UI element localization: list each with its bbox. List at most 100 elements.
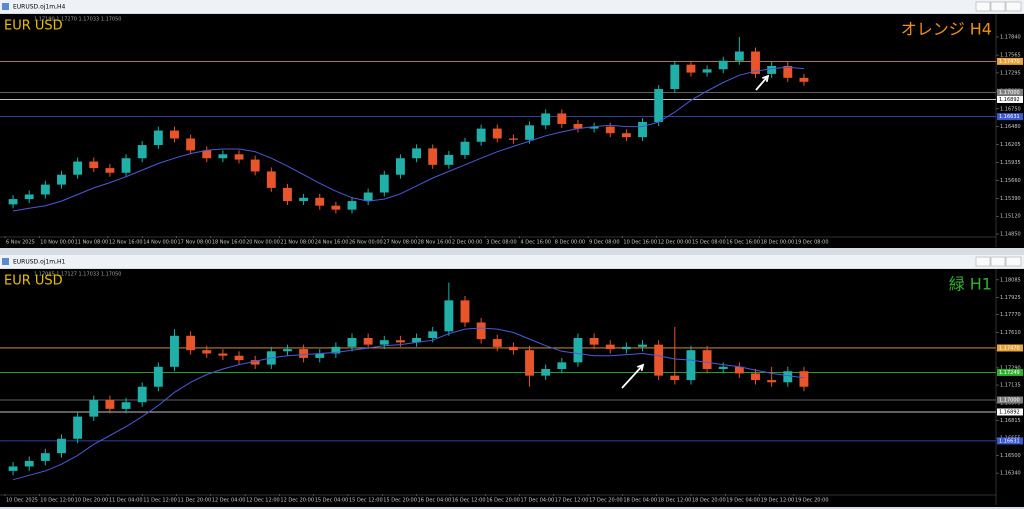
y-tick-label: 1.15390 <box>1000 196 1021 202</box>
y-tick-label: 1.15660 <box>1000 178 1021 184</box>
maximize-button[interactable] <box>990 256 1006 267</box>
x-tick-label: 20 Nov 00:00 <box>246 240 280 246</box>
x-tick-label: 11 Dec 04:00 <box>109 498 143 504</box>
x-tick-label: 4 Dec 16:00 <box>521 240 551 246</box>
price-level-box <box>997 368 1023 376</box>
price-level-label: 1.17249 <box>999 370 1020 376</box>
candle-body <box>218 353 228 356</box>
candle-body <box>686 350 696 381</box>
price-level-label: 1.16631 <box>999 438 1020 444</box>
y-tick-label: 1.17925 <box>1000 295 1021 301</box>
window-controls[interactable] <box>975 256 1022 267</box>
candle-body <box>638 344 647 347</box>
candle-body <box>718 366 728 370</box>
window-title: EURUSD.oj1m,H1 <box>13 259 65 266</box>
candle-body <box>266 171 276 188</box>
x-tick-label: 15 Dec 08:00 <box>692 240 726 246</box>
x-tick-label: 3 Dec 08:00 <box>486 240 516 246</box>
candle-body <box>638 121 647 138</box>
candle-body <box>57 438 66 454</box>
x-tick-label: 26 Nov 00:00 <box>349 240 383 246</box>
candle-body <box>379 174 389 193</box>
timeframe-label: オレンジ H4 <box>901 20 992 39</box>
candle-body <box>460 300 470 323</box>
candle-body <box>525 125 534 140</box>
candle-body <box>670 375 680 381</box>
candle-body <box>250 159 260 172</box>
candle-body <box>186 335 196 351</box>
candle-body <box>428 148 438 165</box>
close-button[interactable] <box>1005 256 1022 267</box>
x-tick-label: 10 Nov 00:00 <box>40 240 74 246</box>
candle-body <box>557 113 567 124</box>
candle-body <box>621 346 631 350</box>
y-tick-label: 1.16340 <box>1000 471 1021 477</box>
candle-body <box>573 123 583 129</box>
candle-body <box>283 349 292 352</box>
candle-body <box>283 187 292 202</box>
candle-body <box>589 126 599 129</box>
x-tick-label: 6 Nov 2025 <box>6 240 35 246</box>
candle-body <box>783 371 793 383</box>
y-tick-label: 1.15935 <box>1000 160 1021 166</box>
y-tick-label: 1.16205 <box>1000 142 1021 148</box>
candle-body <box>315 353 325 358</box>
symbol-label: EUR USD <box>4 274 63 289</box>
price-level-label: 1.17000 <box>999 398 1020 404</box>
candle-body <box>153 130 163 146</box>
candle-body <box>395 158 405 175</box>
candle-body <box>476 128 486 142</box>
window-controls[interactable] <box>975 1 1022 12</box>
candle-body <box>218 154 228 159</box>
candle-body <box>137 386 147 403</box>
candle-body <box>799 371 809 387</box>
price-level-label: 1.16892 <box>999 409 1020 415</box>
candle-body <box>702 350 712 370</box>
x-tick-label: 18 Dec 12:00 <box>658 498 692 504</box>
x-tick-label: 17 Dec 20:00 <box>589 498 623 504</box>
minimize-button[interactable] <box>975 1 991 12</box>
price-level-box <box>997 396 1023 404</box>
candle-body <box>751 373 760 381</box>
close-button[interactable] <box>1005 1 1022 12</box>
price-level-box <box>997 88 1023 96</box>
x-tick-label: 17 Dec 04:00 <box>521 498 555 504</box>
candle-body <box>40 453 50 461</box>
candle-body <box>363 337 373 345</box>
candle-body <box>395 340 405 343</box>
x-tick-label: 14 Nov 00:00 <box>143 240 177 246</box>
minimize-button[interactable] <box>975 256 991 267</box>
y-tick-label: 1.14850 <box>1000 232 1021 238</box>
candle-body <box>718 60 728 70</box>
x-tick-label: 2 Dec 00:00 <box>452 240 482 246</box>
y-tick-label: 1.18085 <box>1000 277 1021 283</box>
candle-body <box>8 466 18 471</box>
candle-body <box>347 201 357 210</box>
candle-body <box>234 355 244 361</box>
candle-body <box>508 346 518 351</box>
candle-body <box>734 51 744 61</box>
moving-average <box>12 327 804 481</box>
candle-body <box>508 138 518 140</box>
y-tick-label: 1.17295 <box>1000 70 1021 76</box>
x-tick-label: 15 Dec 04:00 <box>315 498 349 504</box>
price-level-label: 1.17000 <box>999 90 1020 96</box>
x-tick-label: 15 Dec 12:00 <box>349 498 383 504</box>
candle-body <box>299 349 309 358</box>
candle-body <box>605 126 615 134</box>
candle-body <box>654 89 664 122</box>
x-tick-label: 12 Dec 20:00 <box>280 498 314 504</box>
x-tick-label: 17 Dec 12:00 <box>555 498 589 504</box>
y-tick-label: 1.16500 <box>1000 453 1021 459</box>
maximize-button[interactable] <box>990 1 1006 12</box>
candle-body <box>331 346 341 354</box>
x-tick-label: 19 Dec 20:00 <box>795 498 829 504</box>
arrow-head <box>762 74 770 83</box>
x-tick-label: 12 Dec 04:00 <box>212 498 246 504</box>
candle-body <box>799 77 809 82</box>
price-level-box <box>997 95 1023 103</box>
price-level-box <box>997 437 1023 445</box>
arrow-head <box>637 363 645 372</box>
price-level-label: 1.16631 <box>999 114 1020 120</box>
candle-body <box>734 366 744 374</box>
